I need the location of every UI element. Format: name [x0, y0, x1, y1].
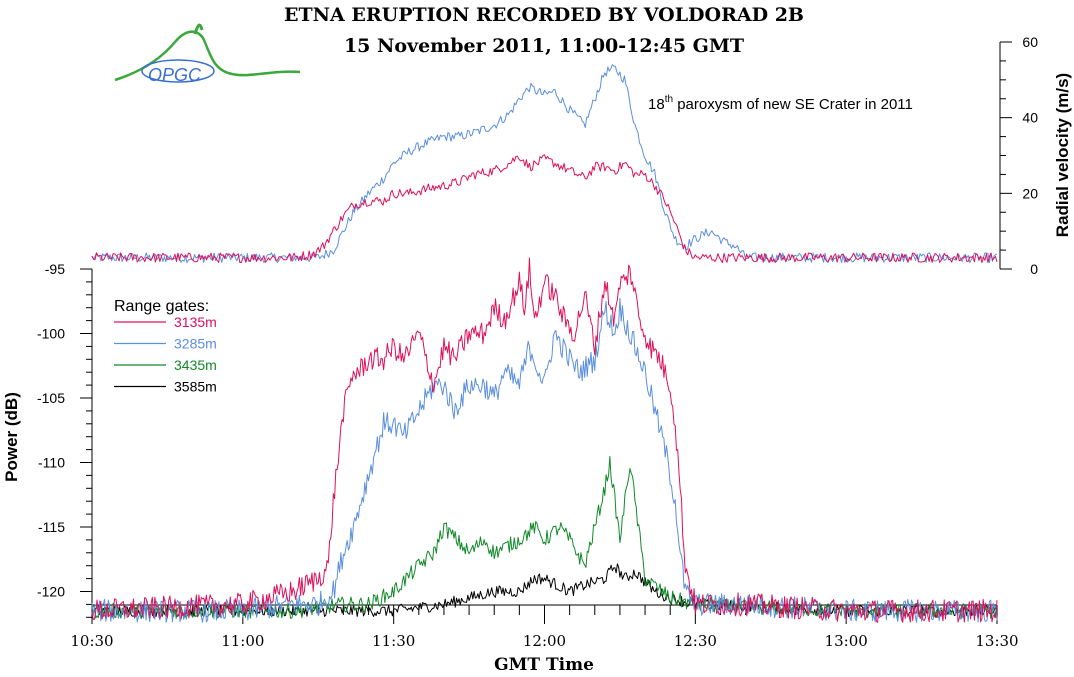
power-series-3435m — [91, 455, 998, 620]
power-tick-label: -100 — [37, 326, 65, 342]
time-ticks: 10:30 11:00 11:30 12:00 12:30 13:00 13:30 — [70, 605, 1019, 650]
time-tick-label: 11:30 — [372, 632, 415, 650]
time-tick-label: 12:30 — [674, 632, 717, 650]
power-tick-label: -115 — [38, 519, 65, 535]
velocity-tick-label: 20 — [1022, 185, 1038, 201]
opgc-logo: OPGC — [114, 23, 301, 85]
power-tick-label: -95 — [45, 261, 65, 277]
logo-swirl — [141, 59, 215, 83]
chart-title: ETNA ERUPTION RECORDED BY VOLDORAD 2B — [284, 4, 804, 26]
velocity-series — [91, 64, 998, 264]
legend-label-3285m: 3285m — [174, 336, 217, 352]
legend: Range gates: 3135m 3285m 3435m 3585m — [114, 298, 217, 395]
power-ticks: -95 -100 -105 -110 -115 -120 — [37, 261, 92, 618]
velocity-panel: 0 20 40 60 Radial velocity (m/s) — [91, 34, 1072, 277]
annotation-prefix: 18 — [648, 96, 665, 113]
power-tick-label: -105 — [37, 390, 65, 406]
velocity-ticks: 0 20 40 60 — [1000, 34, 1038, 277]
annotation-text: 18th paroxysm of new SE Crater in 2011 — [648, 94, 913, 113]
time-tick-label: 13:00 — [825, 632, 868, 650]
time-tick-label: 11:00 — [221, 632, 264, 650]
annotation-suffix: paroxysm of new SE Crater in 2011 — [673, 96, 913, 113]
power-tick-label: -120 — [37, 584, 65, 600]
power-series-3285m — [91, 297, 998, 623]
power-tick-label: -110 — [38, 455, 65, 471]
velocity-tick-label: 40 — [1022, 110, 1038, 126]
velocity-series-3285m — [91, 64, 998, 264]
logo-crater-stroke — [193, 23, 204, 35]
logo-mountain-curve — [114, 30, 301, 82]
velocity-tick-label: 60 — [1022, 34, 1038, 50]
power-series — [91, 257, 998, 623]
chart-subtitle: 15 November 2011, 11:00-12:45 GMT — [344, 35, 744, 57]
time-tick-label: 12:00 — [523, 632, 566, 650]
velocity-axis-title: Radial velocity (m/s) — [1053, 73, 1072, 237]
time-axis-title: GMT Time — [494, 655, 594, 675]
power-axis-title: Power (dB) — [2, 392, 21, 482]
time-tick-label: 10:30 — [70, 632, 113, 650]
legend-title: Range gates: — [114, 298, 209, 315]
time-tick-label: 13:30 — [975, 632, 1018, 650]
power-panel: -95-100-105-110-115-120 10:30 11:00 11:30 1… — [2, 257, 1019, 675]
logo-text: OPGC — [148, 65, 202, 85]
power-series-3135m — [91, 257, 998, 623]
velocity-series-3135m — [91, 154, 998, 264]
velocity-tick-label: 0 — [1030, 261, 1038, 277]
annotation-sup: th — [665, 94, 673, 105]
legend-label-3585m: 3585m — [174, 379, 217, 395]
legend-items: 3135m 3285m 3435m 3585m — [114, 314, 217, 395]
legend-label-3135m: 3135m — [174, 314, 217, 330]
legend-label-3435m: 3435m — [174, 357, 217, 373]
